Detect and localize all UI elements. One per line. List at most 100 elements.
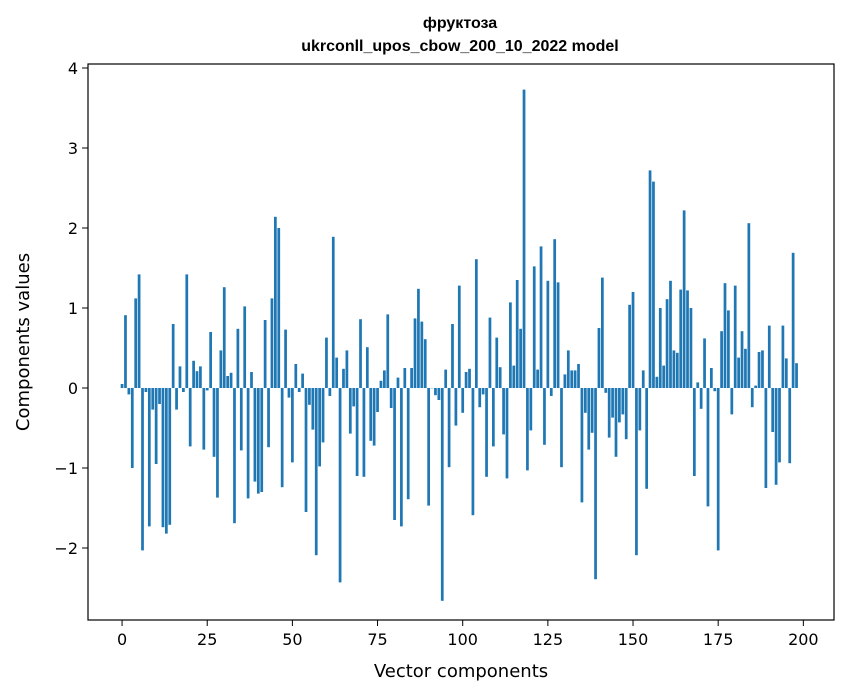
bar xyxy=(577,364,580,388)
bar xyxy=(348,388,352,434)
bars-group xyxy=(120,89,798,601)
bar xyxy=(461,388,465,413)
bar xyxy=(750,388,754,408)
bar xyxy=(379,380,383,388)
bar xyxy=(318,388,321,467)
bar xyxy=(553,239,557,388)
bar xyxy=(359,319,362,388)
bar xyxy=(614,388,618,457)
bar xyxy=(365,347,369,388)
bar xyxy=(641,370,645,388)
bar xyxy=(338,388,342,583)
bar xyxy=(192,360,195,388)
bar xyxy=(342,368,345,388)
bar xyxy=(621,388,625,415)
bar xyxy=(669,280,672,388)
bar xyxy=(631,292,635,388)
bar xyxy=(233,388,236,524)
bar xyxy=(635,388,638,556)
bar xyxy=(304,388,308,512)
bar xyxy=(784,358,788,388)
bar xyxy=(509,302,512,388)
y-axis-ticks: −2 −1 0 1 2 3 4 xyxy=(54,59,88,558)
bar xyxy=(618,388,621,423)
bar xyxy=(328,388,332,396)
bar xyxy=(543,388,546,445)
bar xyxy=(788,388,792,464)
bar xyxy=(478,388,482,408)
bar xyxy=(590,388,594,433)
x-tick-label: 75 xyxy=(367,630,387,649)
bar xyxy=(308,388,311,405)
bar xyxy=(270,298,274,388)
bar xyxy=(284,329,287,388)
bar xyxy=(764,388,768,488)
bar xyxy=(267,388,270,448)
bar xyxy=(222,287,226,388)
bar xyxy=(730,388,734,415)
bar xyxy=(369,388,373,441)
y-tick-label: 2 xyxy=(68,219,78,238)
bar xyxy=(355,388,359,476)
bar xyxy=(444,369,448,388)
bar xyxy=(209,332,212,388)
bar xyxy=(679,289,683,388)
bar xyxy=(757,352,761,388)
bar xyxy=(362,388,366,477)
bar xyxy=(454,388,458,426)
bar xyxy=(314,388,318,556)
bar xyxy=(345,350,349,388)
bar xyxy=(652,181,655,388)
bar xyxy=(273,216,277,388)
bar xyxy=(120,384,124,388)
bar xyxy=(127,388,131,395)
bar xyxy=(420,321,424,388)
bar xyxy=(703,338,706,388)
bar xyxy=(168,388,172,525)
bar xyxy=(587,388,591,450)
bar xyxy=(447,388,451,468)
bar xyxy=(665,299,669,388)
bar xyxy=(311,388,315,430)
bar xyxy=(488,317,492,388)
x-axis-label: Vector components xyxy=(374,661,548,682)
bar xyxy=(774,388,778,485)
bar xyxy=(239,388,243,451)
bar xyxy=(594,388,597,580)
bar xyxy=(720,331,723,388)
bar xyxy=(791,252,795,388)
bar xyxy=(229,372,233,388)
bar xyxy=(164,388,168,534)
y-tick-label: 1 xyxy=(68,299,78,318)
bar xyxy=(723,283,727,388)
bar xyxy=(434,388,437,396)
bar xyxy=(382,370,386,388)
bar xyxy=(212,388,216,457)
bar xyxy=(175,388,178,410)
bar xyxy=(471,388,475,516)
bar xyxy=(512,365,516,388)
x-tick-label: 50 xyxy=(282,630,302,649)
bar xyxy=(485,388,488,477)
bar xyxy=(601,277,604,388)
bar xyxy=(727,310,730,388)
bar xyxy=(141,388,144,551)
x-tick-label: 150 xyxy=(618,630,649,649)
bar xyxy=(648,170,652,388)
bar xyxy=(301,373,304,388)
bar xyxy=(406,388,410,500)
bar xyxy=(161,388,165,528)
bar xyxy=(437,388,441,400)
bar xyxy=(236,328,240,388)
bar xyxy=(468,368,471,388)
bar xyxy=(216,388,219,498)
y-tick-label: 0 xyxy=(68,379,78,398)
bar xyxy=(597,328,601,388)
bar xyxy=(389,388,393,408)
bar xyxy=(740,331,744,388)
bar xyxy=(699,388,703,409)
bar xyxy=(686,290,689,388)
bar xyxy=(706,388,710,507)
bar xyxy=(372,388,376,446)
